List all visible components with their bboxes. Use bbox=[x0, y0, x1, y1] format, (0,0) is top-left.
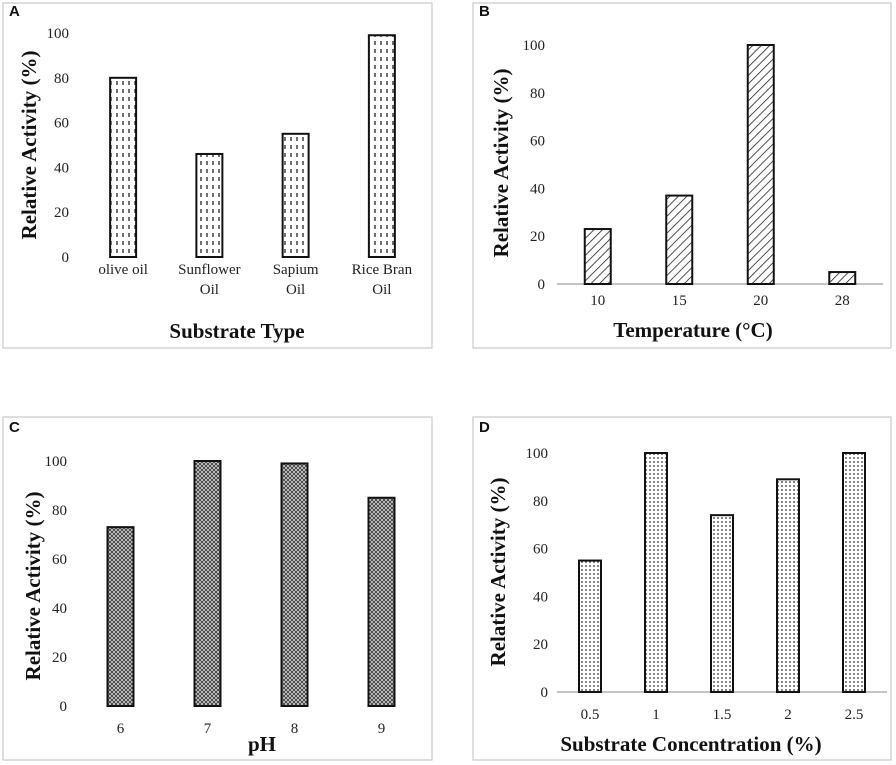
bar bbox=[828, 271, 857, 285]
panel-d: D 0 20 40 60 80 100 0.5 1 1.5 2 2.5 Substrate Concen… bbox=[479, 419, 887, 756]
bar bbox=[109, 76, 138, 258]
x-tick-label: 0.5 bbox=[581, 707, 600, 723]
x-tick-label: 15 bbox=[672, 293, 687, 309]
y-tick-label: 40 bbox=[54, 160, 69, 176]
x-axis-title: Temperature (°C) bbox=[613, 318, 772, 342]
y-tick-label: 60 bbox=[530, 134, 545, 150]
y-tick-label: 100 bbox=[523, 38, 546, 54]
x-axis-title: Substrate Type bbox=[169, 319, 304, 343]
y-tick-label: 80 bbox=[54, 71, 69, 87]
y-axis-title: Relative Activity (%) bbox=[17, 51, 41, 240]
x-tick-label: 1 bbox=[652, 707, 660, 723]
y-tick-label: 20 bbox=[52, 650, 67, 666]
y-tick-label: 0 bbox=[60, 699, 68, 715]
y-tick-label: 20 bbox=[533, 637, 548, 653]
bar bbox=[578, 559, 602, 693]
bar bbox=[776, 478, 800, 694]
y-tick-label: 20 bbox=[530, 229, 545, 245]
x-tick-label: 6 bbox=[117, 721, 125, 737]
panel-label: C bbox=[9, 419, 20, 436]
y-tick-label: 80 bbox=[530, 86, 545, 102]
x-tick-label: 20 bbox=[753, 293, 768, 309]
bar bbox=[644, 452, 668, 693]
panel-b: B 0 20 40 60 80 100 10 15 20 28 Temperature (°C) Rel… bbox=[479, 3, 883, 342]
y-tick-label: 60 bbox=[54, 116, 69, 132]
x-tick-label: Sapium Oil bbox=[273, 262, 319, 298]
y-tick-label: 40 bbox=[533, 589, 548, 605]
y-axis-title: Relative Activity (%) bbox=[489, 69, 513, 258]
bar bbox=[280, 462, 309, 708]
bar bbox=[367, 496, 396, 707]
panel-label: A bbox=[9, 3, 20, 20]
x-axis-title: pH bbox=[248, 732, 276, 756]
panel-frame-d bbox=[472, 416, 892, 761]
bar bbox=[281, 132, 310, 258]
bar bbox=[746, 44, 775, 285]
x-tick-label: 28 bbox=[835, 293, 850, 309]
bar bbox=[842, 452, 866, 693]
x-tick-label: Rice Bran Oil bbox=[352, 262, 413, 298]
x-tick-label: Sunflower Oil bbox=[178, 262, 241, 298]
y-tick-label: 100 bbox=[47, 26, 70, 42]
y-tick-label: 80 bbox=[533, 494, 548, 510]
panel-frame-b bbox=[472, 2, 892, 349]
y-tick-label: 0 bbox=[62, 250, 70, 266]
bar bbox=[195, 152, 224, 259]
y-tick-label: 40 bbox=[52, 601, 67, 617]
y-axis-title: Relative Activity (%) bbox=[21, 492, 45, 681]
bar bbox=[193, 460, 222, 707]
x-tick-label: 9 bbox=[378, 721, 386, 737]
panel-label: B bbox=[479, 3, 490, 20]
y-tick-label: 0 bbox=[541, 685, 549, 701]
bar bbox=[367, 34, 396, 258]
x-tick-label: 2 bbox=[784, 707, 792, 723]
y-tick-label: 100 bbox=[45, 454, 68, 470]
bar bbox=[710, 514, 734, 694]
x-axis-title: Substrate Concentration (%) bbox=[560, 732, 821, 756]
panel-label: D bbox=[479, 419, 490, 436]
x-tick-label: 7 bbox=[204, 721, 212, 737]
panel-c: C 0 20 40 60 80 100 6 7 8 9 pH Relative Activity (%) bbox=[9, 419, 396, 756]
x-tick-label: 8 bbox=[291, 721, 299, 737]
bar bbox=[665, 194, 694, 286]
bar bbox=[106, 526, 135, 708]
bar bbox=[583, 228, 612, 285]
y-tick-label: 60 bbox=[52, 552, 67, 568]
panel-a: A 0 20 40 60 80 100 olive oil Sunflower Oil Sapium… bbox=[9, 3, 413, 343]
x-tick-label: 10 bbox=[590, 293, 605, 309]
y-tick-label: 0 bbox=[538, 277, 546, 293]
x-tick-label: 2.5 bbox=[845, 707, 864, 723]
y-tick-label: 20 bbox=[54, 205, 69, 221]
y-tick-label: 60 bbox=[533, 542, 548, 558]
y-axis-title: Relative Activity (%) bbox=[486, 478, 510, 667]
x-tick-label: 1.5 bbox=[713, 707, 732, 723]
y-tick-label: 100 bbox=[526, 446, 549, 462]
y-tick-label: 80 bbox=[52, 503, 67, 519]
y-tick-label: 40 bbox=[530, 181, 545, 197]
x-tick-label: olive oil bbox=[98, 262, 148, 278]
